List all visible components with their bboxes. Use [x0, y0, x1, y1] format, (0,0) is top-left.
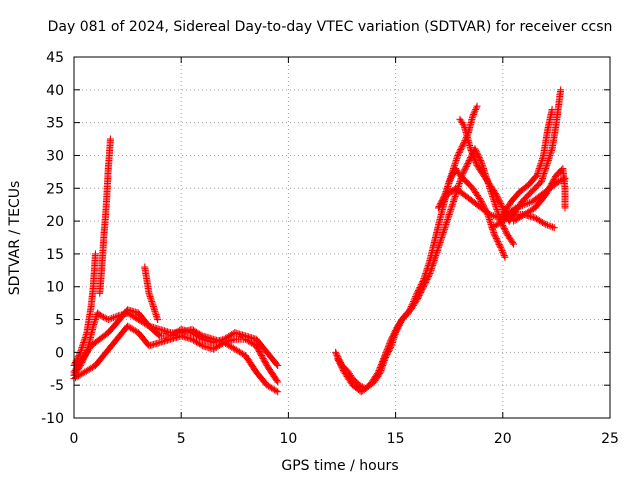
x-tick-label: 20	[494, 431, 512, 447]
y-tick-label: 15	[46, 247, 64, 263]
series-arc-7	[332, 165, 509, 392]
series-arc-8	[334, 145, 518, 396]
series-arc-5	[141, 263, 162, 324]
x-tick-label: 5	[177, 431, 186, 447]
series-arc-1	[70, 309, 282, 386]
y-tick-label: 20	[46, 214, 64, 230]
series-arc-10	[456, 86, 565, 225]
y-tick-label: 40	[46, 83, 64, 99]
series-arc-4	[96, 135, 114, 297]
y-tick-label: 30	[46, 148, 64, 164]
y-axis-label: SDTVAR / TECUs	[7, 181, 23, 296]
series-markers	[332, 165, 509, 392]
y-tick-label: 10	[46, 280, 64, 296]
axis-ticks: 0 5 10 15 20 25 -10 -5 0 5 10 15 20 25 30 35 40 45	[41, 50, 619, 447]
data-points	[70, 86, 569, 396]
y-tick-label: -5	[50, 378, 64, 394]
series-markers	[96, 135, 114, 297]
y-tick-label: 35	[46, 116, 64, 132]
series-markers	[141, 263, 162, 324]
series-arc-12	[499, 106, 556, 219]
series-markers	[70, 309, 282, 386]
x-axis-label: GPS time / hours	[281, 458, 398, 474]
y-tick-label: 45	[46, 50, 64, 66]
chart-title: Day 081 of 2024, Sidereal Day-to-day VTE…	[48, 19, 613, 35]
grid-lines	[74, 57, 610, 418]
x-tick-label: 10	[279, 431, 297, 447]
x-tick-label: 15	[387, 431, 405, 447]
y-tick-label: 5	[55, 313, 64, 329]
y-tick-label: -10	[41, 411, 64, 427]
y-tick-label: 25	[46, 181, 64, 197]
series-arc-14	[488, 211, 558, 232]
x-tick-label: 0	[70, 431, 79, 447]
y-tick-label: 0	[55, 345, 64, 361]
plot-frame	[73, 56, 611, 419]
x-tick-label: 25	[601, 431, 619, 447]
